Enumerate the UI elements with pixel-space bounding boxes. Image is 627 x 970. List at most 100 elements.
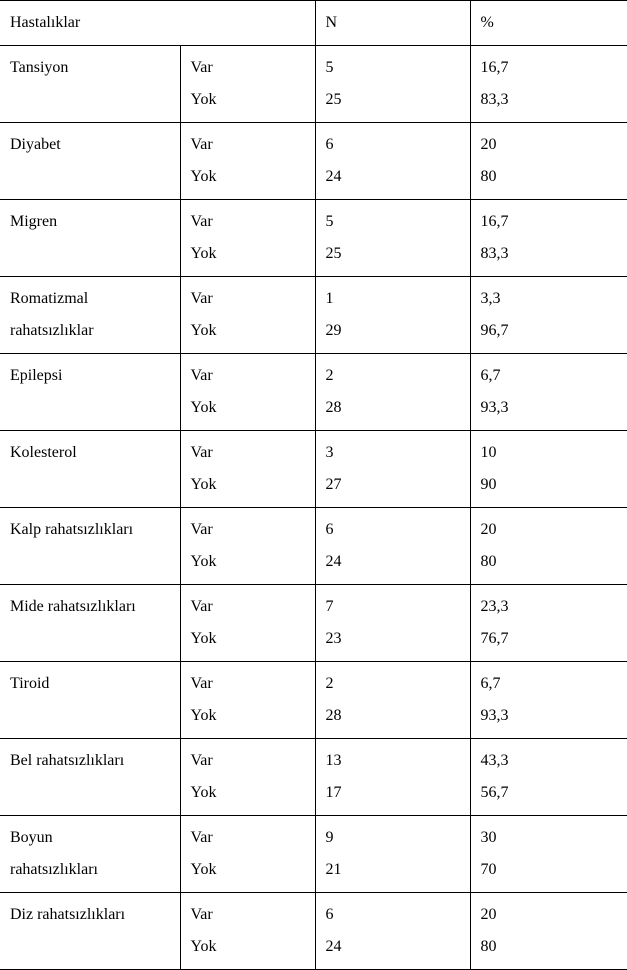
presence-cell: VarYok bbox=[180, 123, 315, 200]
n-yes: 2 bbox=[326, 360, 462, 392]
pct-no: 70 bbox=[481, 854, 620, 886]
table-row: TiroidVarYok2286,793,3 bbox=[0, 662, 627, 739]
disease-name-cell: Tiroid bbox=[0, 662, 180, 739]
pct-no: 83,3 bbox=[481, 84, 620, 116]
disease-name: Diyabet bbox=[10, 129, 172, 161]
pct-cell: 43,356,7 bbox=[470, 739, 627, 816]
label-no: Yok bbox=[191, 623, 307, 655]
disease-name: Diz rahatsızlıkları bbox=[10, 899, 172, 931]
label-no: Yok bbox=[191, 700, 307, 732]
n-no: 25 bbox=[326, 84, 462, 116]
n-yes: 9 bbox=[326, 822, 462, 854]
n-no: 23 bbox=[326, 623, 462, 655]
n-cell: 624 bbox=[315, 123, 470, 200]
n-cell: 525 bbox=[315, 200, 470, 277]
n-no: 17 bbox=[326, 777, 462, 809]
disease-name-cell: Diz rahatsızlıkları bbox=[0, 893, 180, 970]
pct-no: 96,7 bbox=[481, 315, 620, 347]
n-no: 28 bbox=[326, 700, 462, 732]
label-no: Yok bbox=[191, 238, 307, 270]
n-cell: 624 bbox=[315, 508, 470, 585]
pct-no: 80 bbox=[481, 546, 620, 578]
pct-cell: 16,783,3 bbox=[470, 46, 627, 123]
presence-cell: VarYok bbox=[180, 431, 315, 508]
label-no: Yok bbox=[191, 84, 307, 116]
disease-name: Kalp rahatsızlıkları bbox=[10, 514, 172, 546]
label-no: Yok bbox=[191, 777, 307, 809]
n-cell: 228 bbox=[315, 354, 470, 431]
label-yes: Var bbox=[191, 129, 307, 161]
header-blank bbox=[180, 1, 315, 46]
label-yes: Var bbox=[191, 437, 307, 469]
n-yes: 7 bbox=[326, 591, 462, 623]
n-no: 24 bbox=[326, 161, 462, 193]
pct-no: 90 bbox=[481, 469, 620, 501]
disease-name: Migren bbox=[10, 206, 172, 238]
disease-name: Tansiyon bbox=[10, 52, 172, 84]
pct-yes: 43,3 bbox=[481, 745, 620, 777]
n-yes: 3 bbox=[326, 437, 462, 469]
table-row: TansiyonVarYok52516,783,3 bbox=[0, 46, 627, 123]
pct-yes: 30 bbox=[481, 822, 620, 854]
disease-name-cell: Epilepsi bbox=[0, 354, 180, 431]
pct-cell: 3070 bbox=[470, 816, 627, 893]
disease-name: Bel rahatsızlıkları bbox=[10, 745, 172, 777]
disease-name-cell: Migren bbox=[0, 200, 180, 277]
header-n: N bbox=[315, 1, 470, 46]
label-yes: Var bbox=[191, 206, 307, 238]
pct-no: 83,3 bbox=[481, 238, 620, 270]
pct-cell: 1090 bbox=[470, 431, 627, 508]
disease-name-cell: Mide rahatsızlıkları bbox=[0, 585, 180, 662]
disease-name-cell: Diyabet bbox=[0, 123, 180, 200]
label-no: Yok bbox=[191, 161, 307, 193]
pct-cell: 2080 bbox=[470, 893, 627, 970]
label-no: Yok bbox=[191, 854, 307, 886]
n-no: 24 bbox=[326, 546, 462, 578]
presence-cell: VarYok bbox=[180, 739, 315, 816]
presence-cell: VarYok bbox=[180, 508, 315, 585]
disease-name-cell: Boyunrahatsızlıkları bbox=[0, 816, 180, 893]
label-no: Yok bbox=[191, 392, 307, 424]
pct-cell: 6,793,3 bbox=[470, 354, 627, 431]
disease-name: Tiroid bbox=[10, 668, 172, 700]
n-no: 25 bbox=[326, 238, 462, 270]
n-cell: 624 bbox=[315, 893, 470, 970]
pct-no: 80 bbox=[481, 161, 620, 193]
disease-name: Epilepsi bbox=[10, 360, 172, 392]
label-yes: Var bbox=[191, 360, 307, 392]
n-cell: 723 bbox=[315, 585, 470, 662]
pct-yes: 6,7 bbox=[481, 668, 620, 700]
n-yes: 5 bbox=[326, 52, 462, 84]
label-no: Yok bbox=[191, 315, 307, 347]
label-yes: Var bbox=[191, 899, 307, 931]
pct-cell: 3,396,7 bbox=[470, 277, 627, 354]
n-cell: 525 bbox=[315, 46, 470, 123]
pct-yes: 16,7 bbox=[481, 206, 620, 238]
label-yes: Var bbox=[191, 514, 307, 546]
label-yes: Var bbox=[191, 52, 307, 84]
n-no: 28 bbox=[326, 392, 462, 424]
table-header-row: Hastalıklar N % bbox=[0, 1, 627, 46]
presence-cell: VarYok bbox=[180, 200, 315, 277]
label-no: Yok bbox=[191, 469, 307, 501]
n-no: 27 bbox=[326, 469, 462, 501]
pct-no: 80 bbox=[481, 931, 620, 963]
n-yes: 1 bbox=[326, 283, 462, 315]
disease-name-line2: rahatsızlıklar bbox=[10, 315, 172, 347]
disease-name-cell: Tansiyon bbox=[0, 46, 180, 123]
presence-cell: VarYok bbox=[180, 354, 315, 431]
pct-yes: 20 bbox=[481, 514, 620, 546]
pct-yes: 6,7 bbox=[481, 360, 620, 392]
disease-name-line1: Boyun bbox=[10, 822, 172, 854]
presence-cell: VarYok bbox=[180, 893, 315, 970]
n-cell: 1317 bbox=[315, 739, 470, 816]
table-row: RomatizmalrahatsızlıklarVarYok1293,396,7 bbox=[0, 277, 627, 354]
disease-name-cell: Kalp rahatsızlıkları bbox=[0, 508, 180, 585]
disease-name: Mide rahatsızlıkları bbox=[10, 591, 172, 623]
pct-cell: 16,783,3 bbox=[470, 200, 627, 277]
pct-cell: 2080 bbox=[470, 123, 627, 200]
presence-cell: VarYok bbox=[180, 46, 315, 123]
n-yes: 13 bbox=[326, 745, 462, 777]
label-yes: Var bbox=[191, 822, 307, 854]
label-yes: Var bbox=[191, 745, 307, 777]
